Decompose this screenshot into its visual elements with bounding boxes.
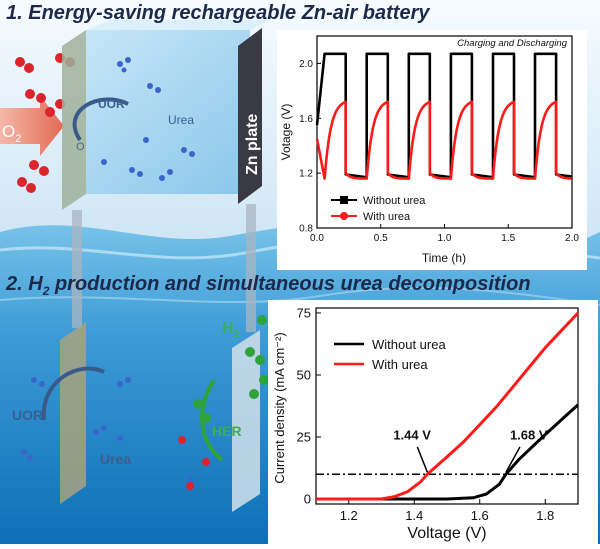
annotation-label: 1.68 V <box>510 427 548 442</box>
annotation-pointer <box>505 446 521 473</box>
x-tick-label: 1.6 <box>471 508 489 523</box>
zn-plate-label: Zn plate <box>244 114 261 175</box>
svg-text:O2: O2 <box>2 122 21 145</box>
heading-1: 1. Energy-saving rechargeable Zn-air bat… <box>6 2 430 25</box>
x-tick-label: 1.5 <box>501 233 515 244</box>
her-arrow-icon <box>200 378 224 462</box>
x-tick-label: 1.8 <box>536 508 554 523</box>
svg-text:UOR: UOR <box>98 97 125 111</box>
y-axis-label: Current density (mA cm⁻²) <box>272 332 287 483</box>
tick-group: 0.0 0.5 1.0 1.5 2.0 0.8 1.2 1.6 2.0 <box>299 59 579 244</box>
x-tick-label: 1.0 <box>438 233 452 244</box>
y-tick-label: 50 <box>297 367 311 382</box>
svg-text:HER: HER <box>212 423 242 439</box>
svg-text:H2: H2 <box>222 320 240 340</box>
series-group <box>315 52 573 180</box>
annotation-group: 1.44 V 1.68 V <box>393 427 548 473</box>
annotation-pointer <box>416 446 429 473</box>
y-tick-label: 0 <box>304 492 311 507</box>
svg-text:Urea: Urea <box>168 113 194 127</box>
heading-1-text: Energy-saving rechargeable Zn-air batter… <box>28 2 430 24</box>
svg-text:O: O <box>76 141 85 153</box>
zn-plate <box>238 28 262 204</box>
polarization-chart-panel: 1.2 1.4 1.6 1.8 0 25 50 75 1.44 V 1.68 V Voltage… <box>268 300 598 544</box>
x-tick-label: 0.5 <box>374 233 388 244</box>
series-group <box>316 311 580 501</box>
top-cycle-arrow-icon <box>72 97 129 142</box>
co2-molecules <box>178 436 210 490</box>
x-tick-label: 2.0 <box>565 233 579 244</box>
bottom-cathode-plate <box>232 330 260 512</box>
x-tick-label: 1.2 <box>340 508 358 523</box>
polarization-chart: 1.2 1.4 1.6 1.8 0 25 50 75 1.44 V 1.68 V Voltage… <box>272 305 580 542</box>
chart-title: Charging and Discharging <box>457 38 568 49</box>
series-line-without-urea <box>316 403 580 501</box>
charge-discharge-chart: 0.0 0.5 1.0 1.5 2.0 0.8 1.2 1.6 2.0 Charging and… <box>279 35 579 265</box>
heading-1-number: 1. <box>6 2 23 24</box>
x-axis-label: Voltage (V) <box>407 525 486 542</box>
svg-text:Urea: Urea <box>100 451 131 467</box>
legend-label-with-urea: With urea <box>372 357 428 372</box>
charge-discharge-chart-panel: 0.0 0.5 1.0 1.5 2.0 0.8 1.2 1.6 2.0 Charging and… <box>277 30 587 270</box>
annotation-label: 1.44 V <box>393 427 431 442</box>
bottom-anode-plate <box>60 322 86 504</box>
legend-label-without-urea: Without urea <box>372 337 446 352</box>
heading-2-number: 2. <box>6 273 23 295</box>
x-tick-label: 0.0 <box>310 233 324 244</box>
x-axis-label: Time (h) <box>422 251 466 265</box>
y-tick-label: 0.8 <box>299 224 313 235</box>
legend-label-with-urea: With urea <box>363 211 411 223</box>
urea-molecules-top <box>101 57 195 181</box>
y-tick-label: 1.6 <box>299 114 313 125</box>
legend: Without urea With urea <box>334 337 446 372</box>
heading-2-text: production and simultaneous urea decompo… <box>49 273 531 295</box>
top-cell-box <box>86 30 250 194</box>
legend-label-without-urea: Without urea <box>363 195 426 207</box>
y-tick-label: 75 <box>297 305 311 320</box>
y-tick-label: 2.0 <box>299 59 313 70</box>
y-axis-label: Votage (V) <box>279 104 293 161</box>
heading-2-sub: 2 <box>42 284 50 298</box>
x-tick-label: 1.4 <box>405 508 423 523</box>
svg-text:UOR: UOR <box>12 407 43 423</box>
heading-2: 2. H2 production and simultaneous urea d… <box>6 273 531 298</box>
series-line-with-urea <box>316 311 580 501</box>
series-line-with-urea <box>315 100 573 180</box>
urea-molecules-bottom <box>21 377 193 483</box>
bottom-uor-arrow-icon <box>41 366 105 421</box>
y-tick-label: 1.2 <box>299 169 313 180</box>
y-tick-label: 25 <box>297 430 311 445</box>
tick-group: 1.2 1.4 1.6 1.8 0 25 50 75 <box>297 305 555 523</box>
legend: Without urea With urea <box>331 195 426 223</box>
heading-2-h: H <box>28 273 43 295</box>
series-line-without-urea <box>315 52 573 179</box>
